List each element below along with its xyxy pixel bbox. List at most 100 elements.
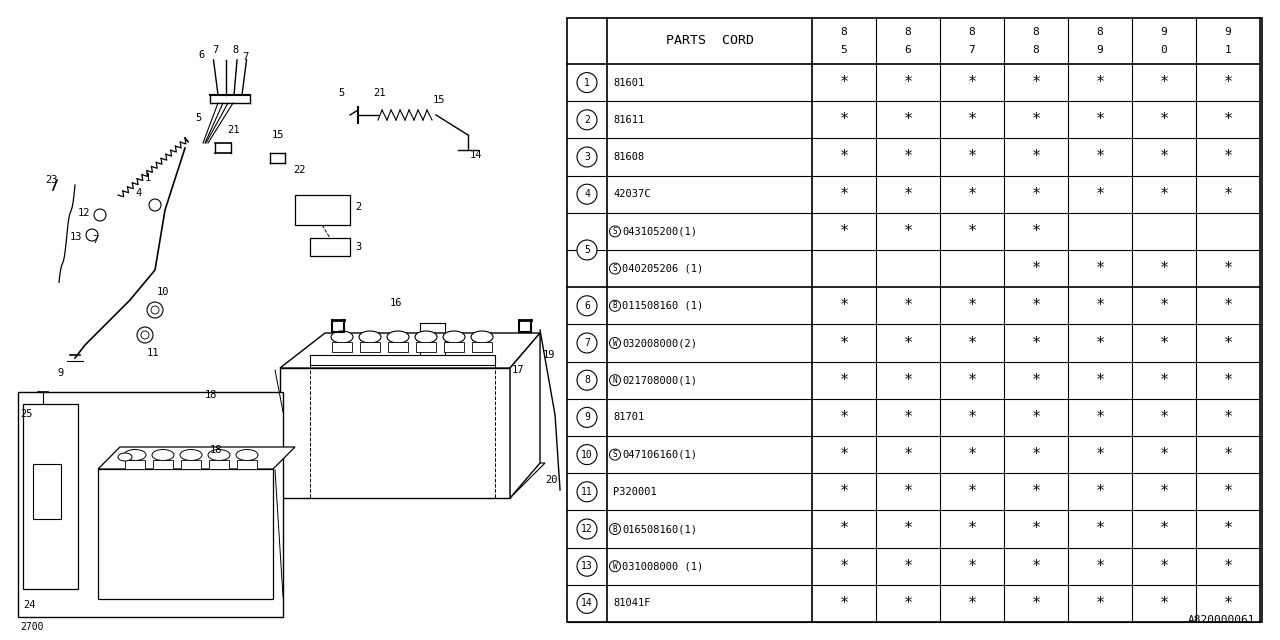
Text: *: *	[904, 150, 913, 164]
Text: *: *	[1224, 596, 1233, 611]
Text: 1: 1	[584, 77, 590, 88]
Text: 17: 17	[512, 365, 525, 375]
Text: *: *	[1160, 261, 1169, 276]
Text: 3: 3	[355, 242, 361, 252]
Text: *: *	[904, 596, 913, 611]
Text: 031008000 (1): 031008000 (1)	[622, 561, 703, 572]
Text: *: *	[1160, 75, 1169, 90]
Text: 011508160 (1): 011508160 (1)	[622, 301, 703, 311]
Text: *: *	[1160, 112, 1169, 127]
Circle shape	[577, 72, 596, 93]
Text: 1: 1	[145, 173, 151, 183]
Circle shape	[577, 408, 596, 428]
Text: 016508160(1): 016508160(1)	[622, 524, 698, 534]
Text: *: *	[968, 150, 977, 164]
Text: *: *	[904, 372, 913, 388]
Ellipse shape	[180, 449, 202, 461]
Text: *: *	[1032, 298, 1041, 314]
Text: *: *	[904, 224, 913, 239]
Polygon shape	[310, 355, 495, 365]
Text: *: *	[904, 112, 913, 127]
Text: *: *	[840, 447, 849, 462]
Text: 8: 8	[969, 27, 975, 36]
Circle shape	[609, 300, 621, 311]
Text: *: *	[1096, 447, 1105, 462]
Ellipse shape	[358, 331, 381, 343]
Text: 5: 5	[195, 113, 201, 123]
Text: *: *	[1224, 335, 1233, 351]
Text: *: *	[1160, 298, 1169, 314]
Text: *: *	[1032, 75, 1041, 90]
Text: *: *	[1160, 447, 1169, 462]
Ellipse shape	[415, 331, 436, 343]
Text: 4: 4	[584, 189, 590, 199]
Text: 81601: 81601	[613, 77, 644, 88]
Text: 21: 21	[227, 125, 239, 135]
Text: *: *	[904, 298, 913, 314]
Text: 8: 8	[1033, 45, 1039, 55]
Text: PARTS  CORD: PARTS CORD	[666, 35, 754, 47]
Text: *: *	[1224, 522, 1233, 536]
Text: 9: 9	[584, 412, 590, 422]
Text: *: *	[840, 410, 849, 425]
Text: 8: 8	[584, 375, 590, 385]
Circle shape	[141, 331, 148, 339]
Text: *: *	[968, 298, 977, 314]
Text: *: *	[1160, 522, 1169, 536]
Text: 10: 10	[157, 287, 169, 297]
Text: W: W	[613, 562, 617, 571]
Text: *: *	[1032, 447, 1041, 462]
Text: *: *	[968, 335, 977, 351]
Text: *: *	[1096, 298, 1105, 314]
Circle shape	[86, 229, 99, 241]
Text: 7: 7	[212, 45, 219, 55]
Circle shape	[577, 296, 596, 316]
Bar	[23, 404, 78, 589]
Text: *: *	[1096, 335, 1105, 351]
Text: 9: 9	[1097, 45, 1103, 55]
Text: N: N	[613, 376, 617, 385]
Text: *: *	[1032, 484, 1041, 499]
Text: *: *	[1224, 187, 1233, 202]
Text: 81611: 81611	[613, 115, 644, 125]
Text: *: *	[1032, 112, 1041, 127]
Bar	[180, 460, 201, 469]
Text: *: *	[1032, 596, 1041, 611]
Text: *: *	[1224, 559, 1233, 573]
Text: 15: 15	[273, 130, 284, 140]
Circle shape	[577, 370, 596, 390]
Text: *: *	[904, 522, 913, 536]
Text: *: *	[1032, 559, 1041, 573]
Text: A820000061: A820000061	[1188, 615, 1254, 625]
Text: B: B	[613, 525, 617, 534]
Circle shape	[577, 482, 596, 502]
Text: *: *	[1160, 559, 1169, 573]
Text: *: *	[904, 559, 913, 573]
Text: *: *	[968, 410, 977, 425]
Text: *: *	[1096, 75, 1105, 90]
Text: 22: 22	[293, 165, 306, 175]
Text: *: *	[840, 298, 849, 314]
Bar	[444, 342, 465, 352]
Text: *: *	[1224, 410, 1233, 425]
Text: 6: 6	[905, 45, 911, 55]
Text: 10: 10	[581, 449, 593, 460]
Text: *: *	[968, 372, 977, 388]
Text: 8: 8	[1097, 27, 1103, 36]
Text: *: *	[1096, 522, 1105, 536]
Ellipse shape	[443, 331, 465, 343]
Text: 81608: 81608	[613, 152, 644, 162]
Text: 23: 23	[45, 175, 58, 185]
Text: 9: 9	[1225, 27, 1231, 36]
Bar	[99, 469, 273, 599]
Text: *: *	[1224, 261, 1233, 276]
Circle shape	[577, 110, 596, 130]
Text: *: *	[968, 559, 977, 573]
Text: 6: 6	[584, 301, 590, 311]
Text: 8: 8	[232, 45, 238, 55]
Text: 5: 5	[584, 245, 590, 255]
Circle shape	[147, 302, 163, 318]
Bar	[360, 342, 380, 352]
Ellipse shape	[209, 449, 230, 461]
Circle shape	[151, 306, 159, 314]
